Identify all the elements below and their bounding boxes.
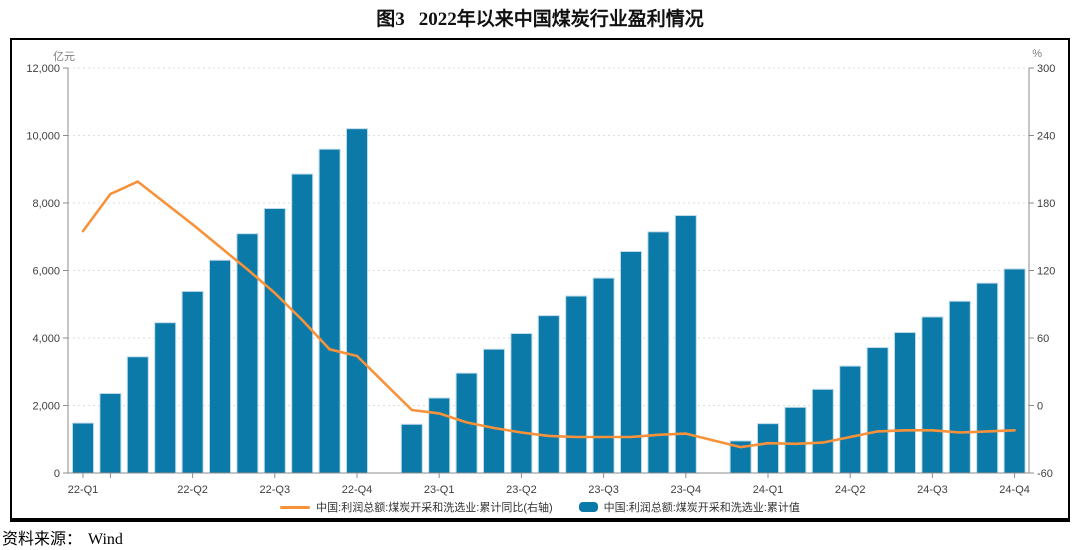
x-axis-tick-label: 23-Q1 bbox=[424, 484, 455, 496]
profit-bar-2022-03 bbox=[99, 392, 122, 474]
profit-bar-2023-09 bbox=[592, 277, 615, 474]
left-axis-tick-label: 10,000 bbox=[26, 131, 60, 143]
profit-bar-2022-04 bbox=[126, 356, 149, 474]
right-axis-tick-label: -60 bbox=[1037, 468, 1053, 480]
profit-bar-2024-06 bbox=[839, 365, 862, 474]
profit-bar-2024-07 bbox=[866, 347, 889, 474]
right-axis-tick-label: 300 bbox=[1037, 63, 1055, 75]
x-axis-tick-label: 24-Q1 bbox=[753, 484, 784, 496]
profit-bar-2023-02 bbox=[400, 423, 423, 474]
data-source-value: Wind bbox=[88, 531, 123, 548]
profit-bar-2024-09 bbox=[921, 316, 944, 474]
profit-bar-2024-03 bbox=[757, 423, 779, 474]
x-axis-tick-label: 23-Q4 bbox=[671, 484, 702, 496]
right-axis-unit: % bbox=[1032, 48, 1042, 60]
x-axis-tick-label: 23-Q3 bbox=[588, 484, 619, 496]
yoy-line bbox=[81, 180, 1016, 449]
right-axis-tick-label: 60 bbox=[1037, 333, 1049, 345]
left-axis-tick-label: 8,000 bbox=[32, 198, 60, 210]
right-axis-tick-label: 240 bbox=[1037, 131, 1055, 143]
profit-bar-2024-11 bbox=[976, 282, 999, 474]
x-axis-tick-label: 23-Q2 bbox=[506, 484, 537, 496]
profit-bar-2023-08 bbox=[565, 295, 588, 474]
figure-title: 图3 2022年以来中国煤炭行业盈利情况 bbox=[0, 4, 1080, 31]
legend-label-value: 中国:利润总额:煤炭开采和洗选业:累计值 bbox=[603, 502, 800, 514]
right-axis-tick-label: 0 bbox=[1037, 401, 1043, 413]
left-axis-tick-label: 6,000 bbox=[32, 266, 60, 278]
x-axis-tick-label: 22-Q3 bbox=[260, 484, 291, 496]
profit-bar-2023-05 bbox=[483, 348, 505, 474]
profit-bar-2022-09 bbox=[263, 208, 286, 474]
profit-bar-2024-04 bbox=[784, 406, 807, 474]
x-axis-tick-label: 22-Q2 bbox=[177, 484, 208, 496]
left-axis-tick-label: 2,000 bbox=[32, 401, 60, 413]
profit-bar-2022-10 bbox=[291, 173, 314, 474]
profit-bar-2023-10 bbox=[620, 250, 642, 474]
legend-item-yoy-line: 中国:利润总额:煤炭开采和洗选业:累计同比(右轴) bbox=[280, 499, 553, 515]
left-axis-unit: 亿元 bbox=[53, 51, 75, 63]
profit-bar-2022-11 bbox=[318, 148, 341, 474]
figure-number: 图3 bbox=[376, 9, 405, 30]
data-source: 资料来源： Wind bbox=[2, 525, 123, 549]
profit-bar-2024-05 bbox=[811, 388, 834, 474]
data-source-label: 资料来源： bbox=[2, 531, 83, 548]
profit-bar-2022-05 bbox=[154, 322, 177, 474]
profit-bar-2022-02 bbox=[72, 422, 94, 474]
x-axis-tick-label: 24-Q4 bbox=[999, 484, 1030, 496]
x-axis-tick-label: 22-Q1 bbox=[68, 484, 99, 496]
left-axis-tick-label: 4,000 bbox=[32, 333, 60, 345]
profit-bar-2023-07 bbox=[537, 315, 560, 474]
profit-bar-2023-03 bbox=[428, 397, 451, 474]
profit-bar-2022-12 bbox=[346, 128, 368, 474]
chart-legend: 中国:利润总额:煤炭开采和洗选业:累计同比(右轴) 中国:利润总额:煤炭开采和洗… bbox=[12, 499, 1068, 515]
profit-chart-canvas: 0 2,000 4,000 6,000 8,000 10,000 12,000 -60 0 60 1… bbox=[26, 63, 1055, 496]
profit-bar-2024-08 bbox=[894, 331, 916, 474]
figure-title-text: 2022年以来中国煤炭行业盈利情况 bbox=[418, 9, 704, 30]
profit-bar-2022-07 bbox=[209, 259, 231, 474]
legend-label-yoy: 中国:利润总额:煤炭开采和洗选业:累计同比(右轴) bbox=[316, 502, 553, 514]
profit-bar-2023-11 bbox=[647, 231, 670, 474]
right-axis-tick-label: 120 bbox=[1037, 266, 1055, 278]
x-axis-tick-label: 24-Q3 bbox=[917, 484, 948, 496]
legend-item-cumulative-value: 中国:利润总额:煤炭开采和洗选业:累计值 bbox=[578, 499, 800, 515]
profit-bar-2023-06 bbox=[510, 333, 533, 474]
right-axis-tick-label: 180 bbox=[1037, 198, 1055, 210]
left-axis-tick-label: 12,000 bbox=[26, 63, 60, 75]
x-axis-tick-label: 24-Q2 bbox=[835, 484, 866, 496]
line-series-swatch-icon bbox=[280, 505, 311, 509]
profit-bar-2024-10 bbox=[948, 300, 971, 474]
profit-bar-2024-12 bbox=[1003, 268, 1026, 474]
bar-series-swatch-icon bbox=[578, 502, 598, 512]
x-axis-tick-label: 22-Q4 bbox=[342, 484, 373, 496]
left-axis-tick-label: 0 bbox=[54, 468, 60, 480]
profit-bar-2022-06 bbox=[181, 290, 204, 474]
chart-panel: 亿元 % 0 2,000 4,000 6,000 8,000 10,000 12,000 -6… bbox=[10, 38, 1070, 522]
